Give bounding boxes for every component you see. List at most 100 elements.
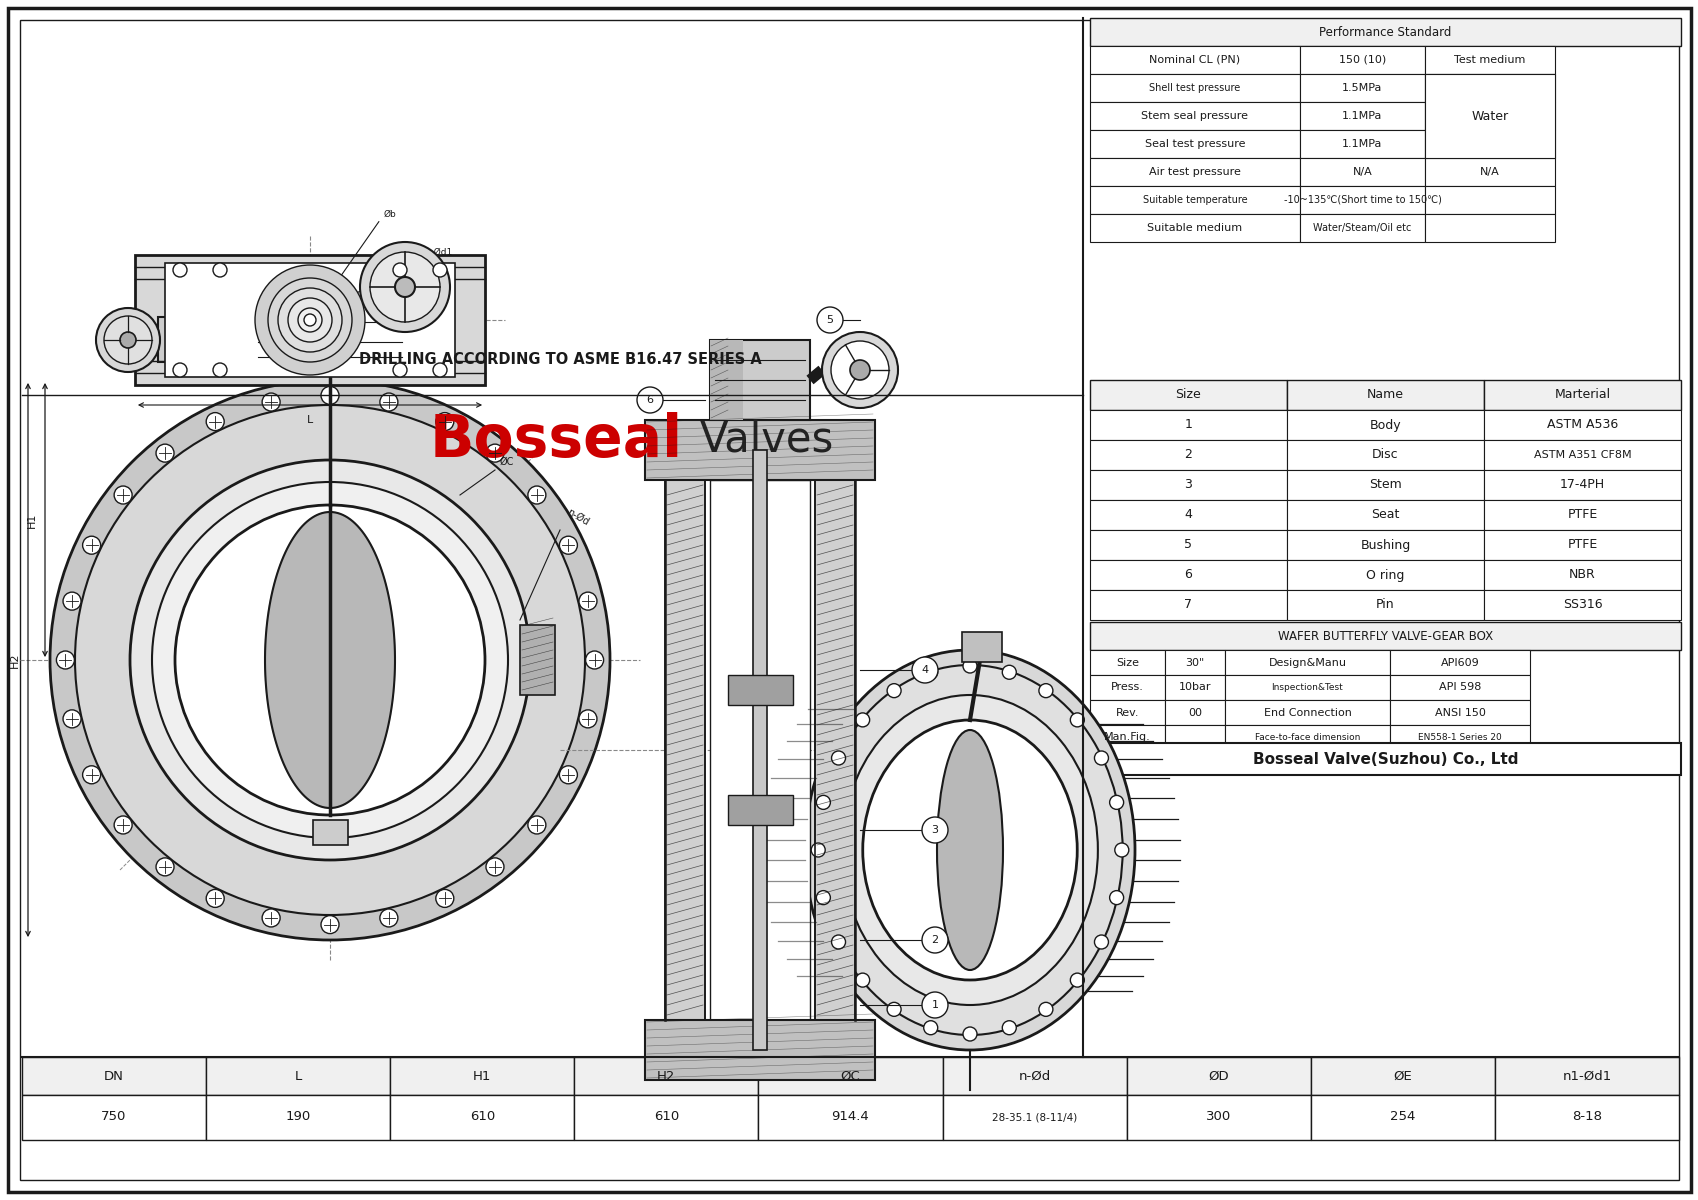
Circle shape: [637, 386, 662, 413]
Bar: [1425, 74, 1554, 158]
Bar: [1090, 674, 1165, 700]
Text: WAFER BUTTERFLY VALVE-GEAR BOX: WAFER BUTTERFLY VALVE-GEAR BOX: [1277, 630, 1493, 642]
Bar: [1389, 725, 1530, 750]
Text: Nominal CL (PN): Nominal CL (PN): [1150, 55, 1240, 65]
Bar: [1090, 700, 1165, 725]
Text: Size: Size: [1116, 658, 1138, 667]
Text: PTFE: PTFE: [1567, 509, 1596, 522]
Circle shape: [1094, 751, 1107, 766]
Bar: [1482, 410, 1679, 440]
Bar: [1126, 1094, 1309, 1140]
Circle shape: [304, 314, 316, 326]
Text: Stem seal pressure: Stem seal pressure: [1141, 110, 1248, 121]
Bar: [1389, 700, 1530, 725]
Text: O ring: O ring: [1365, 569, 1404, 582]
Bar: [1287, 380, 1482, 410]
Circle shape: [261, 394, 280, 412]
Bar: [1482, 470, 1679, 500]
Text: EN558-1 Series 20: EN558-1 Series 20: [1418, 733, 1501, 742]
Bar: [1090, 410, 1287, 440]
Text: Suitable medium: Suitable medium: [1146, 223, 1241, 233]
Bar: [1090, 500, 1287, 530]
Text: Man.Fig.: Man.Fig.: [1104, 732, 1150, 743]
Text: 190: 190: [285, 1110, 311, 1123]
Circle shape: [1094, 935, 1107, 949]
Text: 2: 2: [1184, 449, 1192, 462]
Bar: [1389, 650, 1530, 674]
Text: -10~135℃(Short time to 150℃): -10~135℃(Short time to 150℃): [1282, 194, 1440, 205]
Text: 17-4PH: 17-4PH: [1559, 479, 1605, 492]
Text: 1.5MPa: 1.5MPa: [1341, 83, 1382, 92]
Text: 30": 30": [1185, 658, 1204, 667]
Text: 610: 610: [469, 1110, 494, 1123]
Text: 914.4: 914.4: [830, 1110, 869, 1123]
Bar: [1165, 725, 1224, 750]
Bar: [1299, 46, 1425, 74]
Bar: [710, 340, 742, 420]
Text: H1: H1: [472, 1069, 491, 1082]
Text: Bosseal: Bosseal: [430, 412, 683, 468]
Circle shape: [297, 308, 323, 332]
Bar: [1299, 74, 1425, 102]
Bar: [1482, 440, 1679, 470]
Bar: [1287, 410, 1482, 440]
Circle shape: [830, 341, 888, 398]
Circle shape: [261, 908, 280, 926]
Text: 6: 6: [1184, 569, 1192, 582]
Text: 1: 1: [931, 1000, 937, 1010]
Text: n-Ød: n-Ød: [565, 506, 589, 527]
Circle shape: [156, 858, 173, 876]
Text: API609: API609: [1440, 658, 1479, 667]
Circle shape: [922, 992, 947, 1018]
Circle shape: [559, 536, 577, 554]
Circle shape: [49, 380, 610, 940]
Circle shape: [433, 362, 447, 377]
Bar: [205, 1094, 391, 1140]
Bar: [1482, 500, 1679, 530]
Text: Inspection&Test: Inspection&Test: [1270, 683, 1343, 692]
Circle shape: [212, 362, 228, 377]
Circle shape: [817, 307, 842, 332]
Circle shape: [830, 935, 846, 949]
Bar: [1090, 130, 1299, 158]
Text: NBR: NBR: [1569, 569, 1594, 582]
Bar: [158, 317, 253, 362]
Ellipse shape: [805, 650, 1134, 1050]
Bar: [1494, 1094, 1678, 1140]
Text: Air test pressure: Air test pressure: [1148, 167, 1240, 176]
Bar: [205, 1057, 391, 1094]
Circle shape: [436, 413, 453, 431]
Text: 10bar: 10bar: [1178, 683, 1211, 692]
Text: Pin: Pin: [1375, 599, 1394, 612]
Bar: [1090, 440, 1287, 470]
Bar: [1425, 102, 1554, 130]
Bar: [1090, 380, 1287, 410]
Text: 610: 610: [654, 1110, 679, 1123]
Ellipse shape: [937, 730, 1002, 970]
Bar: [1090, 158, 1299, 186]
Bar: [1090, 74, 1299, 102]
Bar: [1090, 470, 1287, 500]
Circle shape: [114, 816, 132, 834]
Circle shape: [559, 766, 577, 784]
Circle shape: [121, 332, 136, 348]
Circle shape: [1002, 1021, 1015, 1034]
Circle shape: [886, 1002, 900, 1016]
Text: 4: 4: [920, 665, 929, 674]
Text: Marterial: Marterial: [1554, 389, 1610, 402]
Bar: [1287, 590, 1482, 620]
Circle shape: [1037, 1002, 1053, 1016]
Bar: [574, 1057, 757, 1094]
Bar: [265, 266, 394, 307]
Circle shape: [912, 658, 937, 683]
Text: 8-18: 8-18: [1571, 1110, 1601, 1123]
Text: Øb: Øb: [384, 210, 396, 218]
Text: ANSI 150: ANSI 150: [1433, 708, 1484, 718]
Bar: [727, 674, 793, 704]
Circle shape: [83, 536, 100, 554]
Circle shape: [886, 684, 900, 697]
Bar: [1090, 186, 1299, 214]
Circle shape: [817, 796, 830, 809]
Circle shape: [1070, 973, 1083, 988]
Text: 1.1MPa: 1.1MPa: [1341, 139, 1382, 149]
